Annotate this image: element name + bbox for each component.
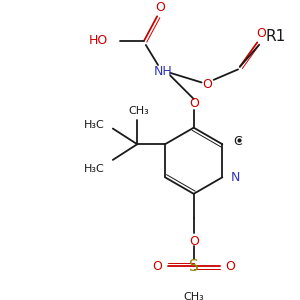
Text: HO: HO bbox=[88, 34, 107, 47]
Text: NH: NH bbox=[154, 64, 172, 78]
Text: CH₃: CH₃ bbox=[129, 106, 149, 116]
Text: O: O bbox=[189, 97, 199, 110]
Text: C: C bbox=[233, 135, 242, 148]
Text: H₃C: H₃C bbox=[83, 164, 104, 174]
Text: S: S bbox=[189, 259, 199, 274]
Text: N: N bbox=[231, 171, 240, 184]
Text: CH₃: CH₃ bbox=[183, 292, 204, 300]
Text: O: O bbox=[189, 235, 199, 248]
Text: R1: R1 bbox=[266, 29, 286, 44]
Text: O: O bbox=[225, 260, 235, 273]
Text: H₃C: H₃C bbox=[83, 120, 104, 130]
Text: O: O bbox=[256, 27, 266, 40]
Text: O: O bbox=[202, 78, 212, 91]
Text: O: O bbox=[152, 260, 162, 273]
Text: O: O bbox=[155, 1, 165, 14]
